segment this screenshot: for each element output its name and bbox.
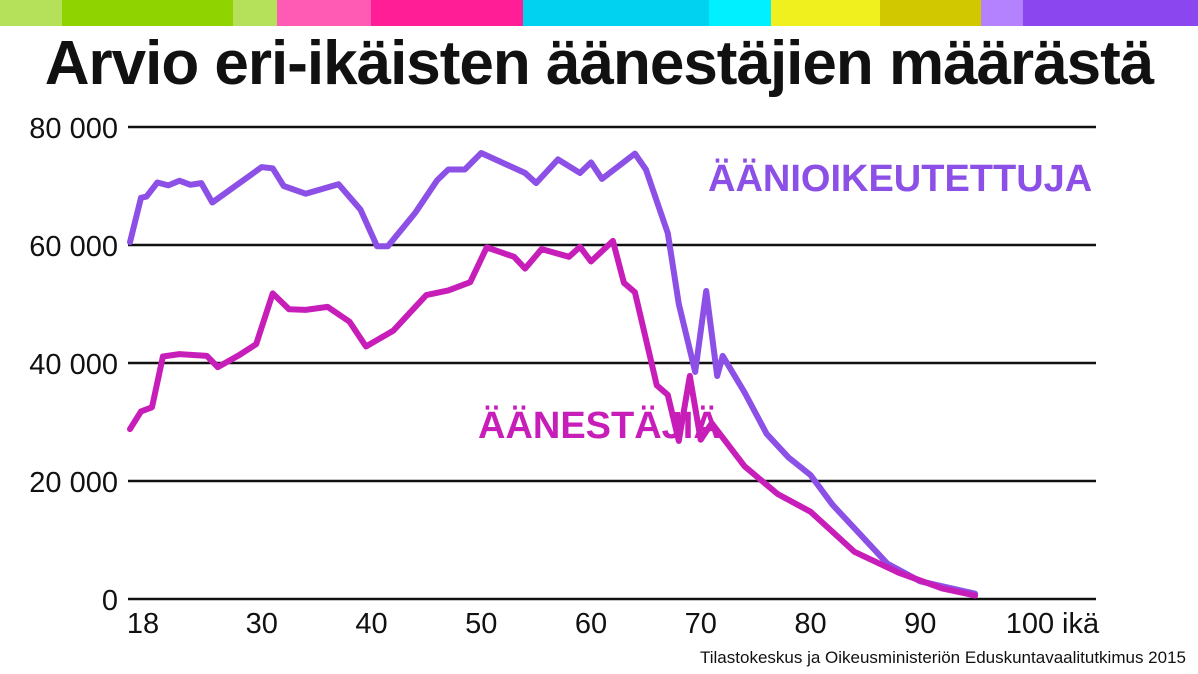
series-line (127, 150, 979, 597)
stripe-segment (62, 0, 233, 26)
stripe-segment (771, 0, 880, 26)
x-tick-label: 60 (575, 608, 607, 640)
stripe-segment (0, 0, 62, 26)
stripe-segment (1023, 0, 1198, 26)
x-tick-label: 100 (1006, 608, 1054, 640)
x-tick-label: 18 (127, 608, 159, 640)
color-stripe (0, 0, 1198, 26)
stripe-segment (371, 0, 523, 26)
y-tick-label: 80 000 (29, 113, 118, 145)
x-tick-label: 70 (685, 608, 717, 640)
series-line (127, 237, 979, 599)
y-tick-label: 60 000 (29, 231, 118, 263)
stripe-segment (523, 0, 709, 26)
y-tick-label: 40 000 (29, 349, 118, 381)
stripe-segment (277, 0, 371, 26)
series-annotation: ÄÄNIOIKEUTETTUJA (708, 157, 1092, 200)
x-tick-label: 40 (355, 608, 387, 640)
y-tick-label: 20 000 (29, 467, 118, 499)
x-tick-label: 50 (465, 608, 497, 640)
series-annotation: ÄÄNESTÄJIÄ (478, 404, 721, 447)
stripe-segment (880, 0, 981, 26)
x-tick-label: 80 (794, 608, 826, 640)
stripe-segment (981, 0, 1023, 26)
y-tick-label: 0 (102, 585, 118, 617)
x-tick-label: 30 (246, 608, 278, 640)
chart-title: Arvio eri-ikäisten äänestäjien määrästä (44, 29, 1155, 98)
x-axis-unit-label: ikä (1062, 608, 1100, 640)
source-note: Tilastokeskus ja Oikeusministeriön Edusk… (700, 648, 1186, 667)
stripe-segment (709, 0, 771, 26)
stripe-segment (233, 0, 277, 26)
x-tick-label: 90 (904, 608, 936, 640)
